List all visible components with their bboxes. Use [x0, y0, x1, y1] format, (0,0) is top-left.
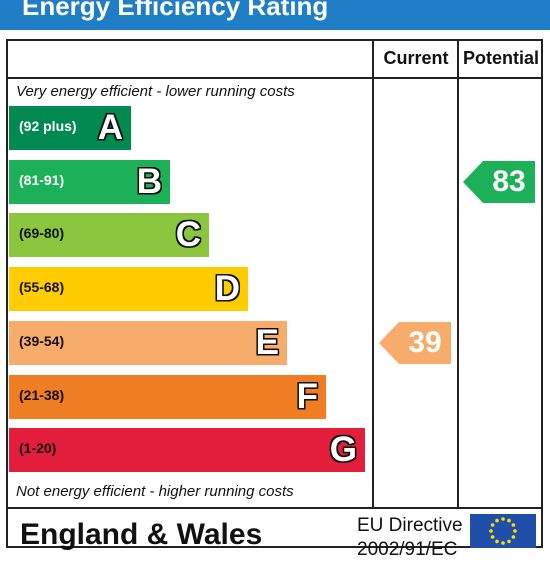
band-letter-a: A [97, 108, 123, 147]
flag-star [507, 518, 511, 523]
potential-column-header: Potential [462, 48, 539, 68]
potential-rating-arrow: 83 [463, 160, 535, 203]
band-b: (81-91) B [9, 159, 170, 204]
band-e: (39-54) E [9, 320, 287, 365]
band-letter-f: F [296, 376, 318, 416]
flag-star [495, 539, 499, 544]
directive-line-2: 2002/91/EC [357, 539, 458, 560]
footer-country: England & Wales [20, 518, 263, 551]
current-column-divider [372, 39, 374, 509]
top-note: Very energy efficient - lower running co… [16, 83, 295, 100]
flag-star [489, 529, 493, 533]
flag-star [511, 535, 516, 539]
potential-rating-arrow-value: 83 [492, 164, 526, 198]
band-range-f: (21-38) [19, 386, 65, 403]
band-range-b: (81-91) [19, 171, 65, 188]
current-rating-arrow: 39 [379, 321, 451, 364]
band-letter-g: G [329, 430, 357, 470]
rating-table-frame [6, 39, 543, 548]
directive-line-1: EU Directive [357, 515, 463, 536]
footer-divider [6, 507, 543, 509]
band-letter-b: B [136, 161, 162, 201]
band-range-g: (1-20) [19, 440, 57, 457]
band-range-c: (69-80) [19, 225, 65, 242]
band-letter-c: C [175, 215, 201, 255]
current-rating-arrow-shape [379, 321, 451, 364]
band-f: (21-38) F [9, 374, 326, 419]
band-g: (1-20) G [9, 428, 365, 473]
band-letter-e: E [255, 322, 279, 362]
flag-star [513, 529, 517, 533]
band-d: (55-68) D [9, 267, 248, 312]
bottom-note: Not energy efficient - higher running co… [16, 483, 294, 500]
header-bar: Energy Efficiency Rating [0, 0, 550, 30]
footer-directive: EU Directive 2002/91/EC [357, 514, 463, 562]
header-divider [6, 77, 543, 79]
eu-flag-icon [470, 514, 536, 548]
potential-rating-arrow-shape [463, 160, 535, 203]
band-range-a: (92 plus) [19, 118, 77, 134]
band-a: (92 plus) A [9, 106, 131, 150]
band-range-d: (55-68) [19, 279, 65, 296]
flag-star [511, 523, 516, 527]
page-title: Energy Efficiency Rating [22, 0, 329, 21]
current-rating-arrow-value: 39 [408, 325, 442, 359]
potential-column-divider [457, 39, 459, 509]
flag-star [490, 523, 495, 527]
band-c: (69-80) C [9, 213, 209, 258]
flag-star [507, 539, 511, 544]
flag-star [490, 535, 495, 539]
band-range-e: (39-54) [19, 332, 65, 349]
flag-star [501, 541, 505, 545]
current-column-header: Current [383, 48, 449, 68]
band-letter-d: D [214, 269, 240, 309]
flag-star [501, 517, 505, 521]
flag-star [495, 518, 499, 523]
